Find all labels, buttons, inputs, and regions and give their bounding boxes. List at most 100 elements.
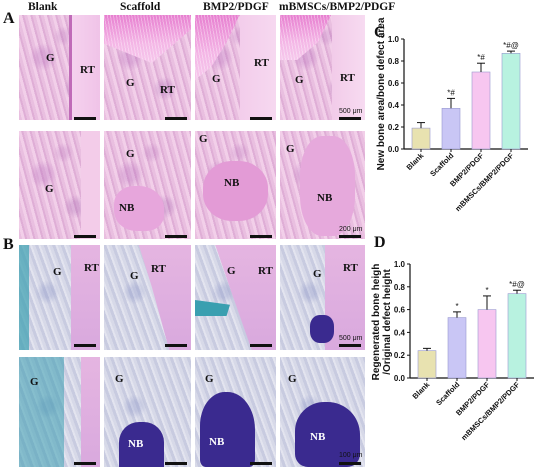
micrograph-mt-blank-low bbox=[19, 245, 100, 350]
column-header-bmp2-pdgf: BMP2/PDGF bbox=[203, 1, 269, 13]
label-g: G bbox=[130, 270, 139, 282]
bar bbox=[477, 309, 497, 379]
y-tick-label: 1.0 bbox=[394, 260, 406, 269]
scale-label-500: 500 μm bbox=[339, 335, 363, 342]
label-rt: RT bbox=[343, 262, 358, 274]
scale-bar bbox=[339, 117, 361, 120]
column-header-blank: Blank bbox=[28, 1, 58, 13]
scale-bar bbox=[165, 117, 187, 120]
label-rt: RT bbox=[160, 84, 175, 96]
micrograph-he-blank-high bbox=[19, 131, 100, 239]
label-g: G bbox=[30, 376, 39, 388]
micrograph-he-bmp2-pdgf-high bbox=[195, 131, 276, 239]
category-label: Scaffold bbox=[434, 380, 462, 408]
chart-c: New bone area/bone defect area 0.0 0.2 0.4 0… bbox=[376, 17, 528, 213]
panel-label-d: D bbox=[374, 234, 386, 251]
micrograph-he-bmp2-pdgf-low bbox=[195, 15, 276, 120]
category-label: mBMSCs/BMP2/PDGF bbox=[453, 151, 515, 213]
label-g: G bbox=[227, 265, 236, 277]
label-g: G bbox=[46, 52, 55, 64]
y-tick-label: 0.4 bbox=[388, 101, 400, 110]
label-g: G bbox=[53, 266, 62, 278]
scale-bar bbox=[165, 462, 187, 465]
micrograph-he-mbmscs-high bbox=[280, 131, 365, 239]
significance-label: *# bbox=[477, 53, 485, 62]
panel-label-b: B bbox=[3, 236, 14, 253]
micrograph-he-blank-low bbox=[19, 15, 100, 120]
label-g: G bbox=[205, 373, 214, 385]
micrograph-mt-scaffold-high bbox=[104, 357, 191, 467]
bar bbox=[471, 71, 491, 150]
scale-label-200: 200 μm bbox=[339, 226, 363, 233]
scale-bar bbox=[250, 117, 272, 120]
label-g: G bbox=[126, 148, 135, 160]
scale-label-500: 500 μm bbox=[339, 108, 363, 115]
micrograph-mt-mbmscs-low bbox=[280, 245, 365, 350]
scale-bar bbox=[339, 344, 361, 347]
label-g: G bbox=[115, 373, 124, 385]
micrograph-he-scaffold-high bbox=[104, 131, 191, 239]
y-tick-label: 0.4 bbox=[394, 328, 406, 337]
y-axis-label: New bone area/bone defect area bbox=[376, 17, 387, 170]
bar bbox=[441, 108, 461, 150]
bar bbox=[507, 293, 527, 379]
micrograph-he-mbmscs-low bbox=[280, 15, 365, 120]
scale-bar bbox=[74, 117, 96, 120]
scale-bar bbox=[74, 344, 96, 347]
micrograph-he-scaffold-low bbox=[104, 15, 191, 120]
bar bbox=[417, 350, 437, 379]
scale-bar bbox=[339, 235, 361, 238]
bar bbox=[501, 52, 521, 150]
significance-label: *#@ bbox=[509, 280, 525, 289]
y-axis-label: Regenerated bone heigh/Original defect h… bbox=[371, 264, 393, 381]
panel-label-a: A bbox=[3, 10, 15, 27]
scale-bar bbox=[339, 462, 361, 465]
bar bbox=[411, 127, 431, 150]
bar bbox=[447, 317, 467, 379]
label-rt: RT bbox=[254, 57, 269, 69]
column-header-scaffold: Scaffold bbox=[120, 1, 161, 13]
y-tick-label: 0.0 bbox=[388, 145, 400, 154]
scale-bar bbox=[165, 344, 187, 347]
label-g: G bbox=[313, 268, 322, 280]
scale-bar bbox=[250, 344, 272, 347]
label-g: G bbox=[286, 143, 295, 155]
significance-label: *#@ bbox=[503, 41, 519, 50]
label-nb: NB bbox=[317, 192, 333, 204]
label-g: G bbox=[295, 74, 304, 86]
category-label: Scaffold bbox=[428, 151, 456, 179]
y-tick-label: 0.2 bbox=[394, 351, 406, 360]
scale-bar bbox=[250, 462, 272, 465]
scale-label-100: 100 μm bbox=[339, 452, 363, 459]
y-tick-label: 0.8 bbox=[388, 57, 400, 66]
chart-d: Regenerated bone heigh/Original defect h… bbox=[371, 260, 534, 442]
micrograph-mt-bmp2-pdgf-low bbox=[195, 245, 276, 350]
scale-bar bbox=[165, 235, 187, 238]
label-g: G bbox=[288, 373, 297, 385]
label-nb: NB bbox=[209, 436, 225, 448]
category-label: Blank bbox=[411, 379, 432, 400]
y-tick-label: 0.0 bbox=[394, 374, 406, 383]
scale-bar bbox=[74, 235, 96, 238]
significance-label: *# bbox=[447, 88, 455, 97]
label-rt: RT bbox=[80, 64, 95, 76]
scale-bar bbox=[74, 462, 96, 465]
significance-label: * bbox=[455, 302, 458, 311]
category-label: Blank bbox=[405, 150, 426, 171]
significance-label: * bbox=[485, 286, 488, 295]
label-rt: RT bbox=[84, 262, 99, 274]
label-rt: RT bbox=[151, 263, 166, 275]
y-tick-label: 0.2 bbox=[388, 123, 400, 132]
y-tick-label: 1.0 bbox=[388, 35, 400, 44]
y-tick-label: 0.8 bbox=[394, 283, 406, 292]
label-nb: NB bbox=[119, 202, 135, 214]
column-header-mbmscs-bmp2-pdgf: mBMSCs/BMP2/PDGF bbox=[279, 1, 396, 13]
micrograph-mt-mbmscs-high bbox=[280, 357, 365, 467]
micrograph-mt-scaffold-low bbox=[104, 245, 191, 350]
scale-bar bbox=[250, 235, 272, 238]
label-rt: RT bbox=[340, 72, 355, 84]
y-tick-label: 0.6 bbox=[394, 306, 406, 315]
micrograph-mt-blank-high bbox=[19, 357, 100, 467]
label-g: G bbox=[212, 73, 221, 85]
y-tick-label: 0.6 bbox=[388, 79, 400, 88]
